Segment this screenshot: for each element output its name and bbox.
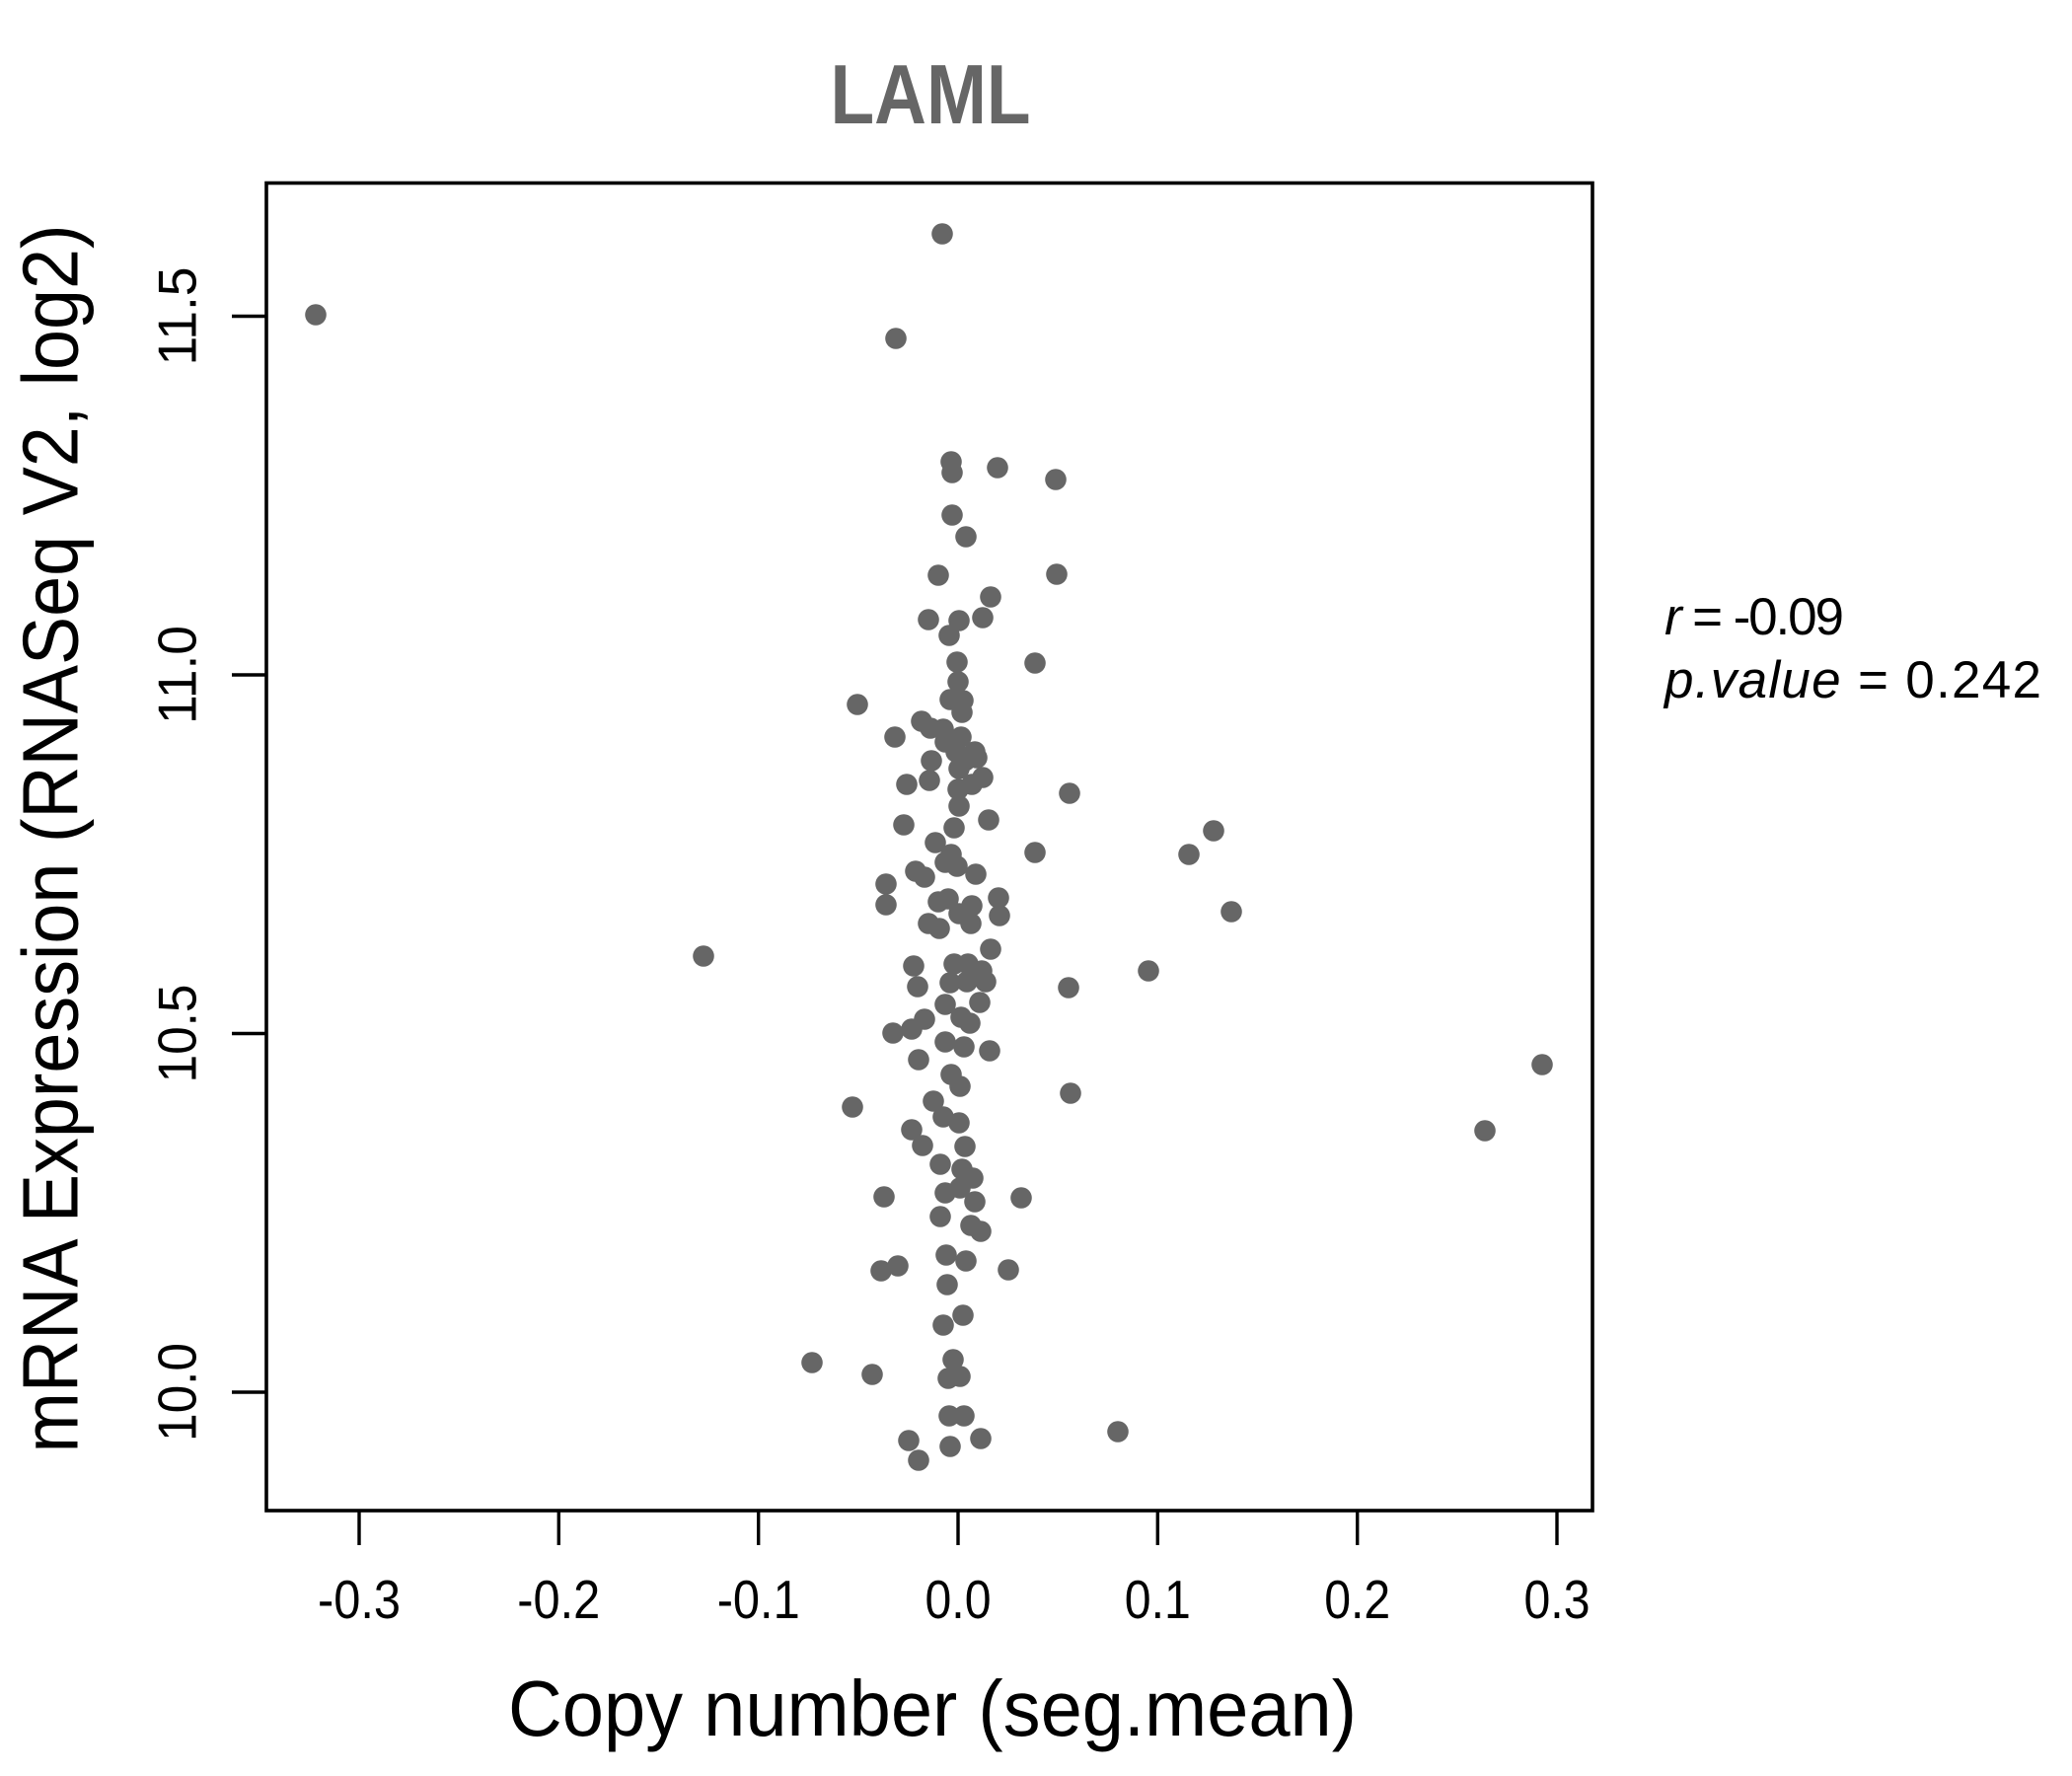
- svg-text:11.5: 11.5: [147, 267, 208, 366]
- svg-text:11.0: 11.0: [147, 626, 208, 724]
- svg-text:LAML: LAML: [831, 48, 1031, 142]
- svg-text:p.value = 0.242: p.value = 0.242: [1663, 651, 2041, 709]
- svg-text:0.2: 0.2: [1324, 1569, 1390, 1630]
- svg-text:10.0: 10.0: [147, 1343, 208, 1442]
- svg-text:0.3: 0.3: [1524, 1569, 1591, 1630]
- svg-text:0.1: 0.1: [1125, 1569, 1191, 1630]
- svg-text:10.5: 10.5: [147, 985, 208, 1083]
- svg-text:-0.1: -0.1: [717, 1569, 800, 1630]
- svg-text:Copy number (seg.mean): Copy number (seg.mean): [508, 1665, 1357, 1752]
- svg-text:-0.2: -0.2: [517, 1569, 600, 1630]
- svg-text:mRNA Expression (RNASeq V2, lo: mRNA Expression (RNASeq V2, log2): [7, 225, 95, 1453]
- svg-text:0.0: 0.0: [925, 1569, 992, 1630]
- svg-text:-0.3: -0.3: [318, 1569, 401, 1630]
- svg-text:r = -0.09: r = -0.09: [1665, 588, 1844, 646]
